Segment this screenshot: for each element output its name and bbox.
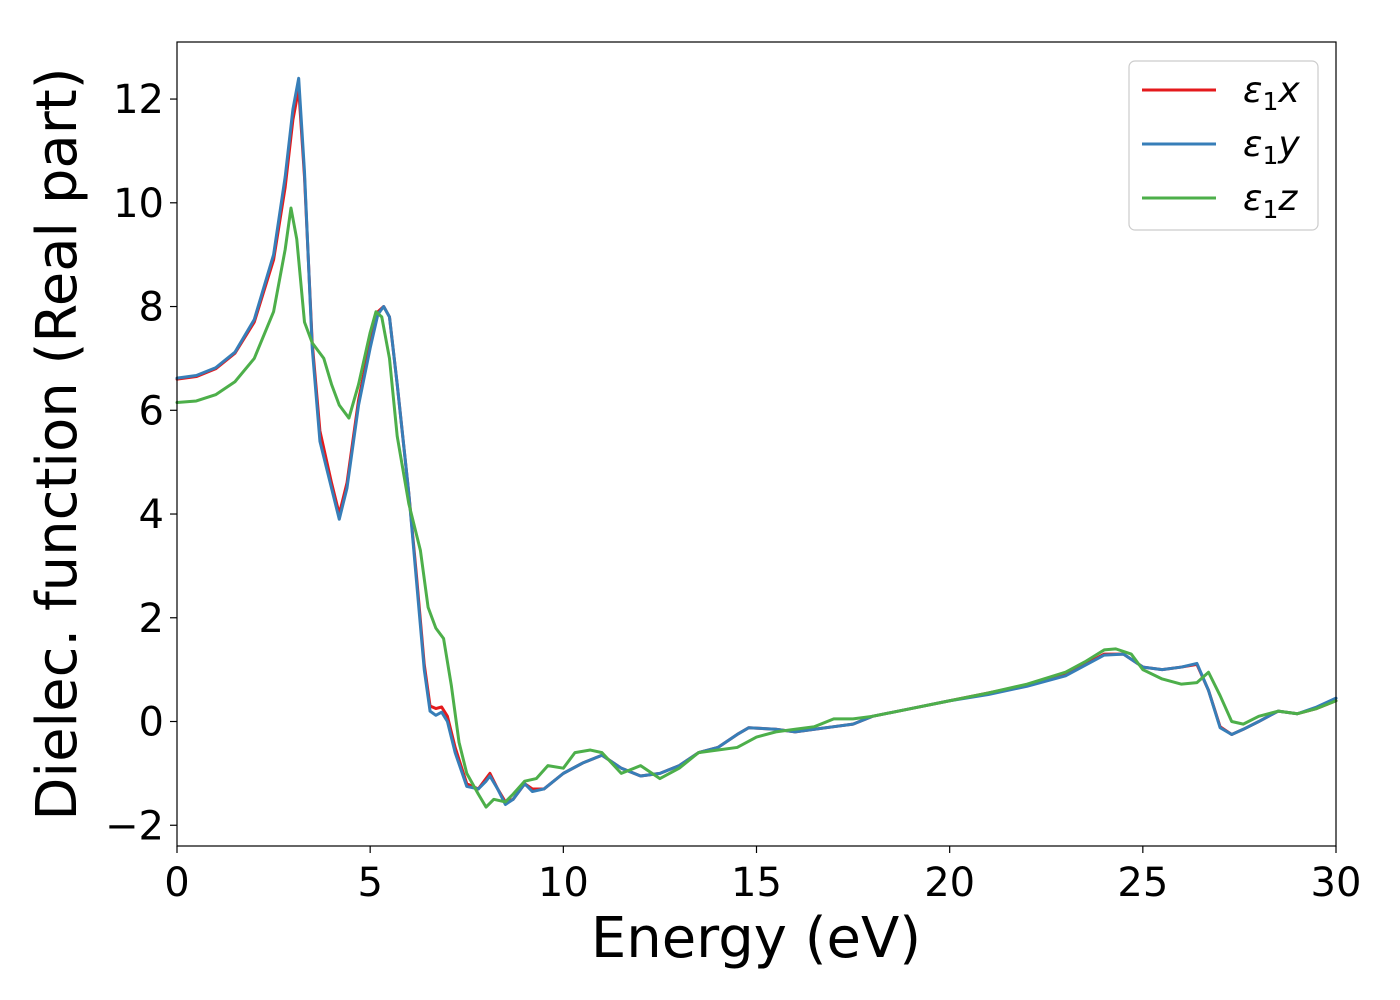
legend-entry-y: ε1y	[1142, 124, 1300, 170]
x-tick-label: 30	[1311, 860, 1362, 906]
x-tick-label: 10	[538, 860, 589, 906]
legend-box	[1128, 60, 1319, 231]
legend-entry-x: ε1x	[1142, 70, 1300, 116]
legend-label-base: ε	[1243, 178, 1262, 219]
y-axis-label: Dielec. function (Real part)	[25, 67, 90, 820]
series-line-z	[175, 206, 1338, 809]
legend-label: ε1x	[1243, 70, 1300, 116]
legend-label-base: ε	[1243, 124, 1262, 165]
x-axis: 0 5 10 15 20 25 30	[164, 846, 1361, 906]
legend-label-subscript: 1	[1262, 195, 1278, 224]
y-tick-label: 10	[113, 181, 164, 227]
y-tick-label: 8	[139, 285, 164, 331]
legend-label-suffix: z	[1277, 178, 1298, 219]
legend-label: ε1z	[1243, 178, 1298, 224]
legend-label-base: ε	[1243, 70, 1262, 111]
y-tick-label: 4	[139, 492, 164, 538]
y-axis: −2 0 2 4 6 8 10 12	[105, 77, 177, 849]
legend-label-suffix: x	[1277, 70, 1300, 111]
x-tick-label: 0	[164, 860, 189, 906]
y-tick-label: 6	[139, 388, 164, 434]
x-tick-label: 25	[1117, 860, 1168, 906]
y-tick-label: −2	[105, 803, 164, 849]
legend-label-subscript: 1	[1262, 87, 1278, 116]
x-tick-label: 15	[731, 860, 782, 906]
x-axis-label: Energy (eV)	[591, 906, 921, 971]
y-tick-label: 0	[139, 700, 164, 746]
legend-label: ε1y	[1243, 124, 1300, 170]
legend-label-subscript: 1	[1262, 141, 1278, 170]
legend-entry-z: ε1z	[1142, 178, 1298, 224]
series-line-y	[175, 76, 1338, 806]
y-tick-label: 12	[113, 77, 164, 123]
x-tick-label: 5	[357, 860, 382, 906]
legend-label-suffix: y	[1277, 124, 1300, 165]
y-tick-label: 2	[139, 596, 164, 642]
series-layer	[175, 76, 1338, 809]
x-tick-label: 20	[924, 860, 975, 906]
